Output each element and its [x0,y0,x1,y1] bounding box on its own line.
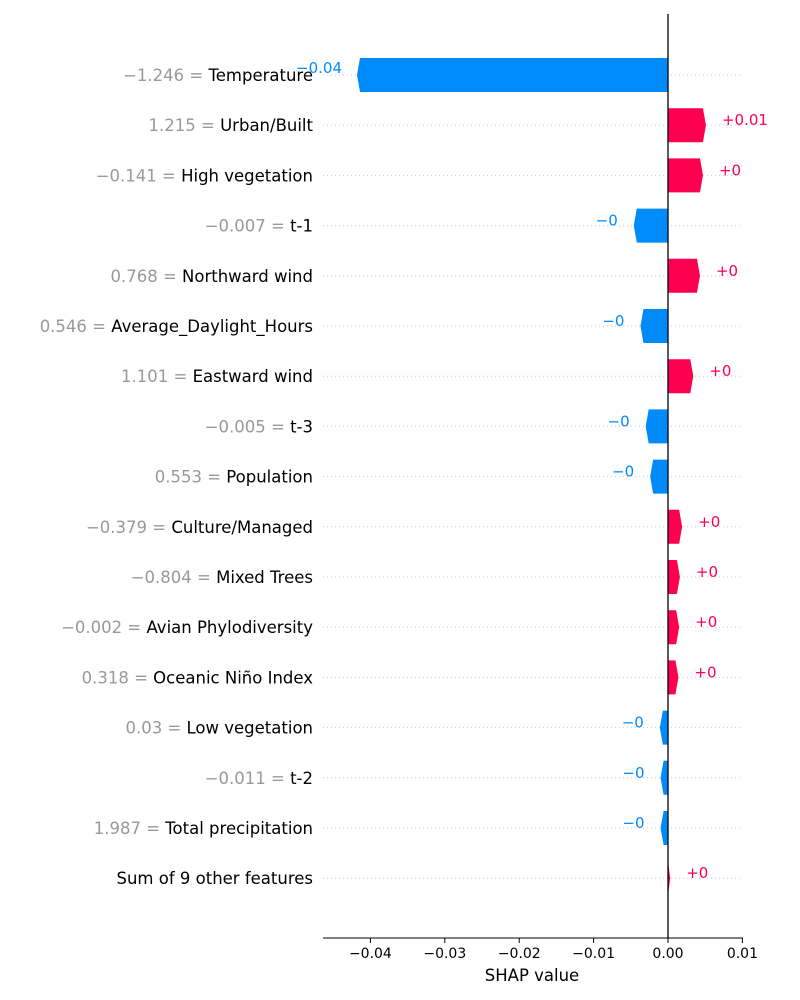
shap-bar [660,811,668,845]
feature-value: 1.987 = [94,819,166,838]
feature-label: 1.987 = Total precipitation [94,819,313,838]
feature-label: −0.011 = t-2 [205,769,313,788]
x-tick-label: −0.04 [349,946,392,962]
bar-value-label: +0 [694,663,716,681]
feature-value: −0.379 = [86,518,171,537]
feature-label: −0.379 = Culture/Managed [86,518,313,537]
feature-name: Urban/Built [220,116,313,135]
shap-bar [668,660,679,695]
feature-label: Sum of 9 other features [116,869,313,888]
bar-value-label: −0 [602,312,624,330]
shap-bar [668,108,706,143]
bar-value-label: −0 [596,212,618,230]
feature-name: Total precipitation [164,819,313,838]
feature-label: −0.141 = High vegetation [96,166,313,185]
feature-value: 0.546 = [40,317,112,336]
shap-bar [659,710,668,745]
feature-label: −0.005 = t-3 [205,417,313,436]
shap-bar [668,258,700,293]
feature-name: Temperature [207,66,313,85]
feature-name: Oceanic Niño Index [153,668,313,687]
feature-label: 1.215 = Urban/Built [149,116,314,135]
shap-bar [633,208,668,243]
x-axis-label: SHAP value [485,966,579,985]
feature-label: −0.804 = Mixed Trees [131,568,313,587]
feature-label: −1.246 = Temperature [123,66,313,85]
feature-value: 0.03 = [125,719,186,738]
feature-value: −0.002 = [61,618,146,637]
bar-value-label: +0 [719,161,741,179]
x-tick-label: 0.00 [652,946,683,962]
feature-label: 0.768 = Northward wind [110,267,313,286]
feature-label: 1.101 = Eastward wind [121,367,313,386]
feature-label: −0.007 = t-1 [205,217,313,236]
shap-bar [650,459,668,494]
feature-value: −0.005 = [205,417,290,436]
shap-bar [668,158,703,193]
feature-label: 0.03 = Low vegetation [125,719,313,738]
feature-label: 0.546 = Average_Daylight_Hours [40,317,313,337]
bar-value-label: +0 [686,864,708,882]
feature-value: 0.768 = [110,267,182,286]
bar-value-label: −0 [622,764,644,782]
feature-name: t-3 [290,417,313,436]
x-tick-label: −0.02 [498,946,541,962]
shap-bar [357,58,668,92]
feature-value: 1.101 = [121,367,193,386]
shap-bar [645,409,668,444]
bar-value-label: +0 [698,513,720,531]
shap-bar [668,509,683,544]
bar-value-label: −0 [612,463,634,481]
feature-value: 0.318 = [82,668,154,687]
shap-bar [668,560,680,594]
bar-value-label: −0.04 [296,59,342,77]
feature-label: −0.002 = Avian Phylodiversity [61,618,313,637]
shap-bar [660,760,668,795]
bar-value-label: −0 [622,814,644,832]
feature-labels: −1.246 = Temperature−0.04 1.215 = Urban/B… [40,59,768,888]
bar-value-label: +0.01 [722,111,768,129]
shap-bar [640,309,668,343]
shap-bar [668,359,694,394]
x-axis: −0.04 −0.03 −0.02 −0.01 0.00 0.01 [323,14,758,962]
grid-lines [323,74,742,879]
feature-name: Northward wind [182,267,313,286]
bar-value-label: +0 [709,362,731,380]
feature-value: −0.007 = [205,217,290,236]
x-tick-label: −0.03 [423,946,466,962]
feature-value: −1.246 = [123,66,208,85]
x-tick-label: 0.01 [727,946,758,962]
bar-value-label: +0 [716,262,738,280]
feature-label: 0.553 = Population [155,468,313,487]
feature-name: Mixed Trees [216,568,313,587]
feature-value: 0.553 = [155,468,227,487]
feature-name: High vegetation [181,166,313,185]
bar-value-label: −0 [622,714,644,732]
bar-value-label: −0 [608,412,630,430]
feature-name: Average_Daylight_Hours [111,317,313,337]
feature-label: 0.318 = Oceanic Niño Index [82,668,314,687]
bar-value-label: +0 [696,563,718,581]
bar-value-label: +0 [695,613,717,631]
feature-value: −0.011 = [205,769,290,788]
x-tick-label: −0.01 [572,946,615,962]
feature-name: t-2 [290,769,313,788]
feature-name: Eastward wind [193,367,313,386]
feature-name: Sum of 9 other features [116,869,313,888]
feature-name: Population [226,468,313,487]
bars [357,58,706,896]
feature-name: Avian Phylodiversity [146,618,313,637]
shap-bar [668,610,680,645]
feature-name: Low vegetation [187,719,313,738]
feature-name: t-1 [290,217,313,236]
feature-name: Culture/Managed [171,518,313,537]
feature-value: 1.215 = [149,116,221,135]
feature-value: −0.804 = [131,568,216,587]
feature-value: −0.141 = [96,166,181,185]
